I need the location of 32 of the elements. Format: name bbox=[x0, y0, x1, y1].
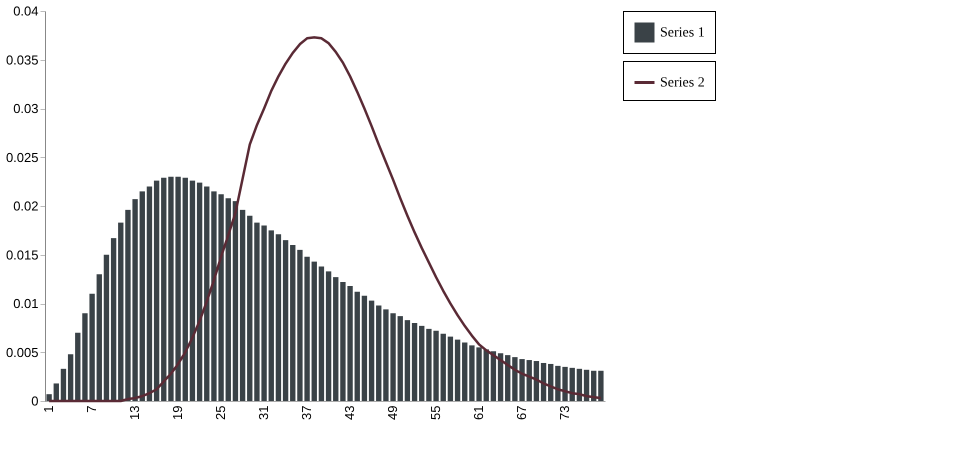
x-tick-label: 43 bbox=[342, 406, 358, 420]
line-series bbox=[48, 36, 602, 402]
y-tick-label: 0.005 bbox=[6, 344, 38, 360]
bar bbox=[60, 368, 66, 401]
x-tick-label: 55 bbox=[428, 406, 444, 420]
x-tick-label: 61 bbox=[471, 406, 486, 420]
x-tick-label: 25 bbox=[213, 406, 228, 420]
y-tick-label: 0.04 bbox=[13, 4, 38, 18]
y-tick-label: 0.015 bbox=[6, 247, 38, 262]
legend-label: Series 1 bbox=[660, 26, 705, 40]
x-tick-label: 67 bbox=[514, 406, 530, 420]
x-tick-label: 31 bbox=[256, 406, 272, 420]
x-tick-label: 73 bbox=[557, 406, 572, 420]
bar bbox=[168, 176, 174, 401]
bar bbox=[146, 186, 152, 401]
x-tick-label: 1 bbox=[41, 406, 56, 413]
bar bbox=[476, 347, 482, 401]
bar bbox=[82, 313, 88, 401]
x-tick-label: 49 bbox=[385, 406, 400, 420]
y-tick-label: 0 bbox=[31, 394, 38, 408]
y-tick-label: 0.02 bbox=[13, 198, 38, 214]
y-tick-label: 0.035 bbox=[6, 52, 38, 68]
y-tick-label: 0.03 bbox=[13, 101, 38, 116]
x-tick-label: 7 bbox=[84, 406, 100, 413]
bar bbox=[104, 254, 110, 401]
x-tick-label: 13 bbox=[127, 406, 142, 420]
x-tick-label: 19 bbox=[170, 406, 186, 420]
x-tick-label: 37 bbox=[299, 406, 314, 420]
y-tick-label: 0.01 bbox=[13, 296, 38, 311]
legend-label: Series 2 bbox=[660, 76, 705, 90]
bar bbox=[125, 210, 131, 401]
y-tick-label: 0.025 bbox=[6, 150, 38, 165]
